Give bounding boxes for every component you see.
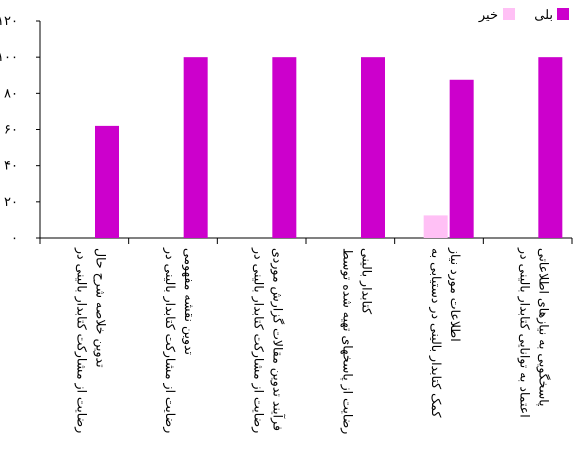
category-label-line: کتابدار بالینی — [358, 248, 374, 315]
chart-axes: ۰ ۲۰ ۴۰ ۶۰ ۸۰ ۱۰۰ ۱۲۰ — [0, 14, 573, 246]
legend-label: بلی — [534, 8, 553, 23]
category-label-line: رضایت از مشارکت کتابدار بالینی در — [162, 247, 178, 433]
category-label-line: رضایت از پاسخهای تهیه شده توسط — [339, 248, 355, 434]
category-label: رضایت از پاسخهای تهیه شده توسط کتابدار با… — [339, 248, 374, 434]
y-tick-label: ۰ — [11, 231, 18, 246]
y-tick-label: ۶۰ — [4, 123, 18, 138]
category-label: رضایت از مشارکت کتابدار بالینی در فرآیند … — [251, 247, 287, 433]
category-label-line: پاسخگویی به نیازهای اطلاعاتی — [536, 248, 552, 407]
category-label-line: اطلاعات مورد نیاز — [447, 247, 463, 342]
category-label: رضایت از مشارکت کتابدار بالینی در تدوین ن… — [162, 247, 197, 433]
bar-yes — [538, 57, 563, 238]
legend-swatch — [503, 8, 515, 20]
category-label: اعتماد به توانایی کتابدار بالینی در پاسخگ… — [517, 247, 552, 418]
bar-yes — [361, 57, 385, 238]
legend-swatch — [557, 8, 569, 20]
y-tick-label: ۱۰۰ — [0, 50, 18, 65]
y-tick-label: ۱۲۰ — [0, 14, 18, 29]
category-label: رضایت از مشارکت کتابدار بالینی در تدوین خ… — [73, 247, 108, 433]
category-label: کمک کتابدار بالینی در دستیابی به اطلاعات … — [428, 247, 463, 418]
bar-yes — [95, 125, 119, 238]
bar-yes — [449, 79, 474, 238]
bar-no — [423, 215, 448, 238]
category-label-line: اعتماد به توانایی کتابدار بالینی در — [517, 247, 533, 418]
category-labels: رضایت از مشارکت کتابدار بالینی در تدوین خ… — [73, 247, 551, 434]
chart-bars — [95, 57, 563, 238]
category-label-line: رضایت از مشارکت کتابدار بالینی در — [73, 247, 89, 433]
y-tick-label: ۴۰ — [4, 159, 18, 174]
category-label-line: رضایت از مشارکت کتابدار بالینی در — [251, 247, 267, 433]
category-label-line: کمک کتابدار بالینی در دستیابی به — [428, 248, 444, 418]
bar-yes — [183, 57, 208, 238]
category-label-line: فرآیند تدوین مقالات گزارش موردی — [270, 248, 287, 431]
y-tick-label: ۸۰ — [4, 86, 18, 101]
category-label-line: تدوین نقشه مفهومی — [181, 248, 197, 356]
category-label-line: تدوین خلاصه شرح حال — [92, 248, 108, 368]
bar-yes — [272, 57, 297, 238]
y-tick-label: ۲۰ — [4, 195, 18, 210]
chart-legend: بلی خیر — [478, 8, 569, 23]
legend-label: خیر — [478, 8, 498, 23]
